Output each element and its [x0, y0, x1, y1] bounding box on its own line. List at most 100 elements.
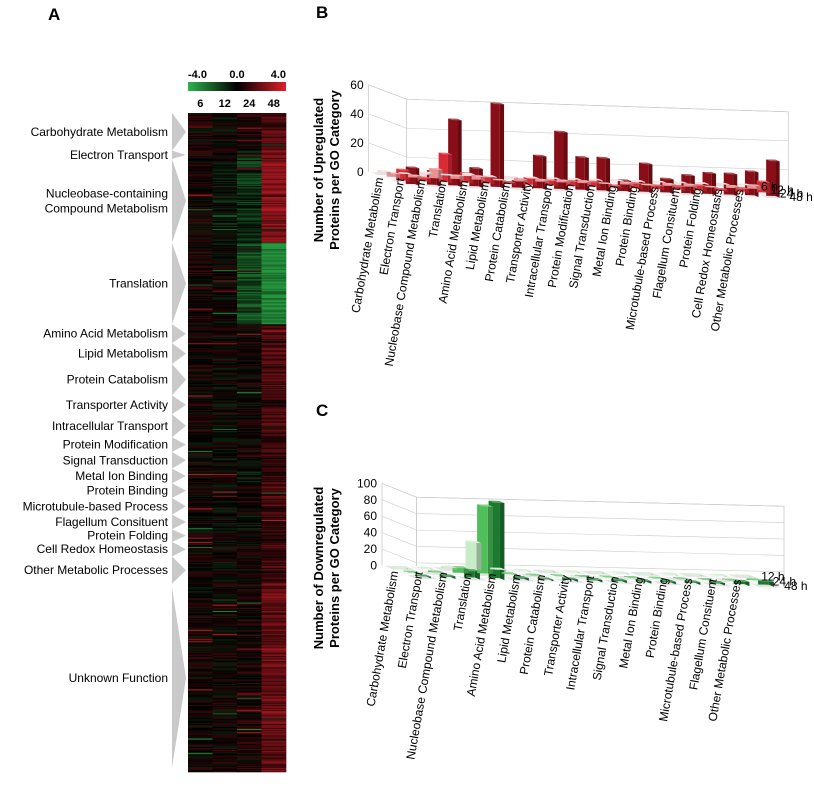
heatmap-cell	[212, 383, 238, 386]
heatmap-panel: -4.0 0.0 4.0 6 12 24 48 Carbohydrate Metabo…	[23, 69, 287, 773]
heatmap-cell	[188, 673, 213, 676]
heatmap-cell	[212, 289, 238, 292]
heatmap-cell	[261, 159, 287, 161]
heatmap-cell	[212, 586, 238, 589]
heatmap-cell	[188, 287, 213, 290]
heatmap-cell	[261, 359, 287, 362]
heatmap-cell	[212, 253, 238, 255]
heatmap-cell	[237, 324, 262, 326]
heatmap-cell	[188, 714, 213, 716]
heatmap-group-bracket	[172, 468, 186, 484]
heatmap-cell	[188, 291, 213, 294]
bar	[735, 574, 751, 578]
heatmap-cell	[261, 435, 287, 437]
heatmap-cell	[188, 468, 213, 470]
heatmap-cell	[212, 327, 238, 329]
heatmap-cell	[188, 593, 213, 595]
heatmap-cell	[237, 470, 262, 473]
heatmap-cell	[212, 742, 238, 745]
heatmap-cell	[261, 513, 287, 515]
heatmap-cell	[188, 591, 213, 593]
heatmap-cell	[261, 478, 287, 480]
heatmap-cell	[237, 586, 262, 589]
bar-top	[441, 565, 457, 568]
heatmap-cell	[188, 228, 213, 230]
heatmap-cell	[212, 214, 238, 216]
bar	[589, 178, 603, 182]
heatmap-cell	[237, 571, 262, 573]
heatmap-cell	[237, 458, 262, 460]
heatmap-cell	[188, 143, 213, 145]
heatmap-cell	[188, 292, 213, 295]
heatmap-cell	[237, 199, 262, 202]
heatmap-cell	[261, 293, 287, 296]
heatmap-cell	[237, 438, 262, 440]
heatmap-cell	[237, 646, 262, 648]
heatmap-cell	[261, 132, 287, 135]
heatmap-cell	[188, 523, 213, 525]
heatmap-cell	[188, 327, 213, 329]
heatmap-cell	[212, 134, 238, 137]
heatmap-cell	[212, 381, 238, 384]
heatmap-cell	[188, 521, 213, 524]
heatmap-cell	[188, 120, 213, 122]
heatmap-cell	[212, 670, 238, 672]
heatmap-cell	[237, 533, 262, 535]
heatmap-cell	[188, 336, 213, 339]
heatmap-cell	[188, 633, 213, 636]
heatmap-cell	[261, 151, 287, 154]
bar-top	[492, 178, 507, 181]
heatmap-cell	[188, 370, 213, 372]
heatmap-cell	[237, 592, 262, 594]
bar-top	[398, 172, 412, 175]
heatmap-cell	[261, 218, 287, 220]
heatmap-cell	[188, 357, 213, 360]
heatmap-cell	[212, 744, 238, 747]
heatmap-cell	[237, 739, 262, 741]
heatmap-cell	[237, 305, 262, 307]
heatmap-cell	[261, 405, 287, 408]
heatmap-cell	[261, 265, 287, 268]
heatmap-cell	[261, 629, 287, 632]
heatmap-cell	[212, 441, 238, 443]
bar-top	[537, 577, 554, 580]
heatmap-cell	[188, 668, 213, 670]
heatmap-cell	[212, 360, 238, 363]
heatmap-cell	[212, 699, 238, 702]
heatmap-cell	[237, 625, 262, 627]
heatmap-cell	[188, 320, 213, 322]
heatmap-cell	[261, 326, 287, 328]
heatmap-cell	[212, 298, 238, 300]
heatmap-cell	[237, 648, 262, 650]
heatmap-cell	[237, 206, 262, 208]
heatmap-cell	[188, 458, 213, 460]
heatmap-cell	[261, 466, 287, 468]
heatmap-cell	[261, 728, 287, 730]
heatmap-cell	[261, 504, 287, 506]
heatmap-cell	[237, 682, 262, 684]
heatmap-cell	[212, 585, 238, 588]
heatmap-cell	[188, 765, 213, 768]
heatmap-cell	[188, 745, 213, 748]
heatmap-cell	[212, 531, 238, 533]
heatmap-cell	[261, 319, 287, 321]
heatmap-cell	[212, 281, 238, 283]
heatmap-cell	[237, 180, 262, 183]
bar	[624, 576, 640, 580]
heatmap-cell	[261, 301, 287, 303]
heatmap-column-label: 24	[243, 98, 256, 110]
heatmap-cell	[237, 690, 262, 692]
heatmap-cell	[261, 166, 287, 168]
bar	[695, 182, 709, 186]
heatmap-cell	[261, 613, 287, 615]
heatmap-cell	[212, 638, 238, 640]
heatmap-cell	[237, 683, 262, 685]
heatmap-cell	[188, 570, 213, 572]
heatmap-cell	[188, 396, 213, 398]
heatmap-cell	[212, 668, 238, 670]
heatmap-cell	[188, 446, 213, 449]
heatmap-cell	[188, 498, 213, 501]
bar	[747, 184, 761, 191]
heatmap-cell	[212, 713, 238, 715]
heatmap-cell	[237, 255, 262, 257]
